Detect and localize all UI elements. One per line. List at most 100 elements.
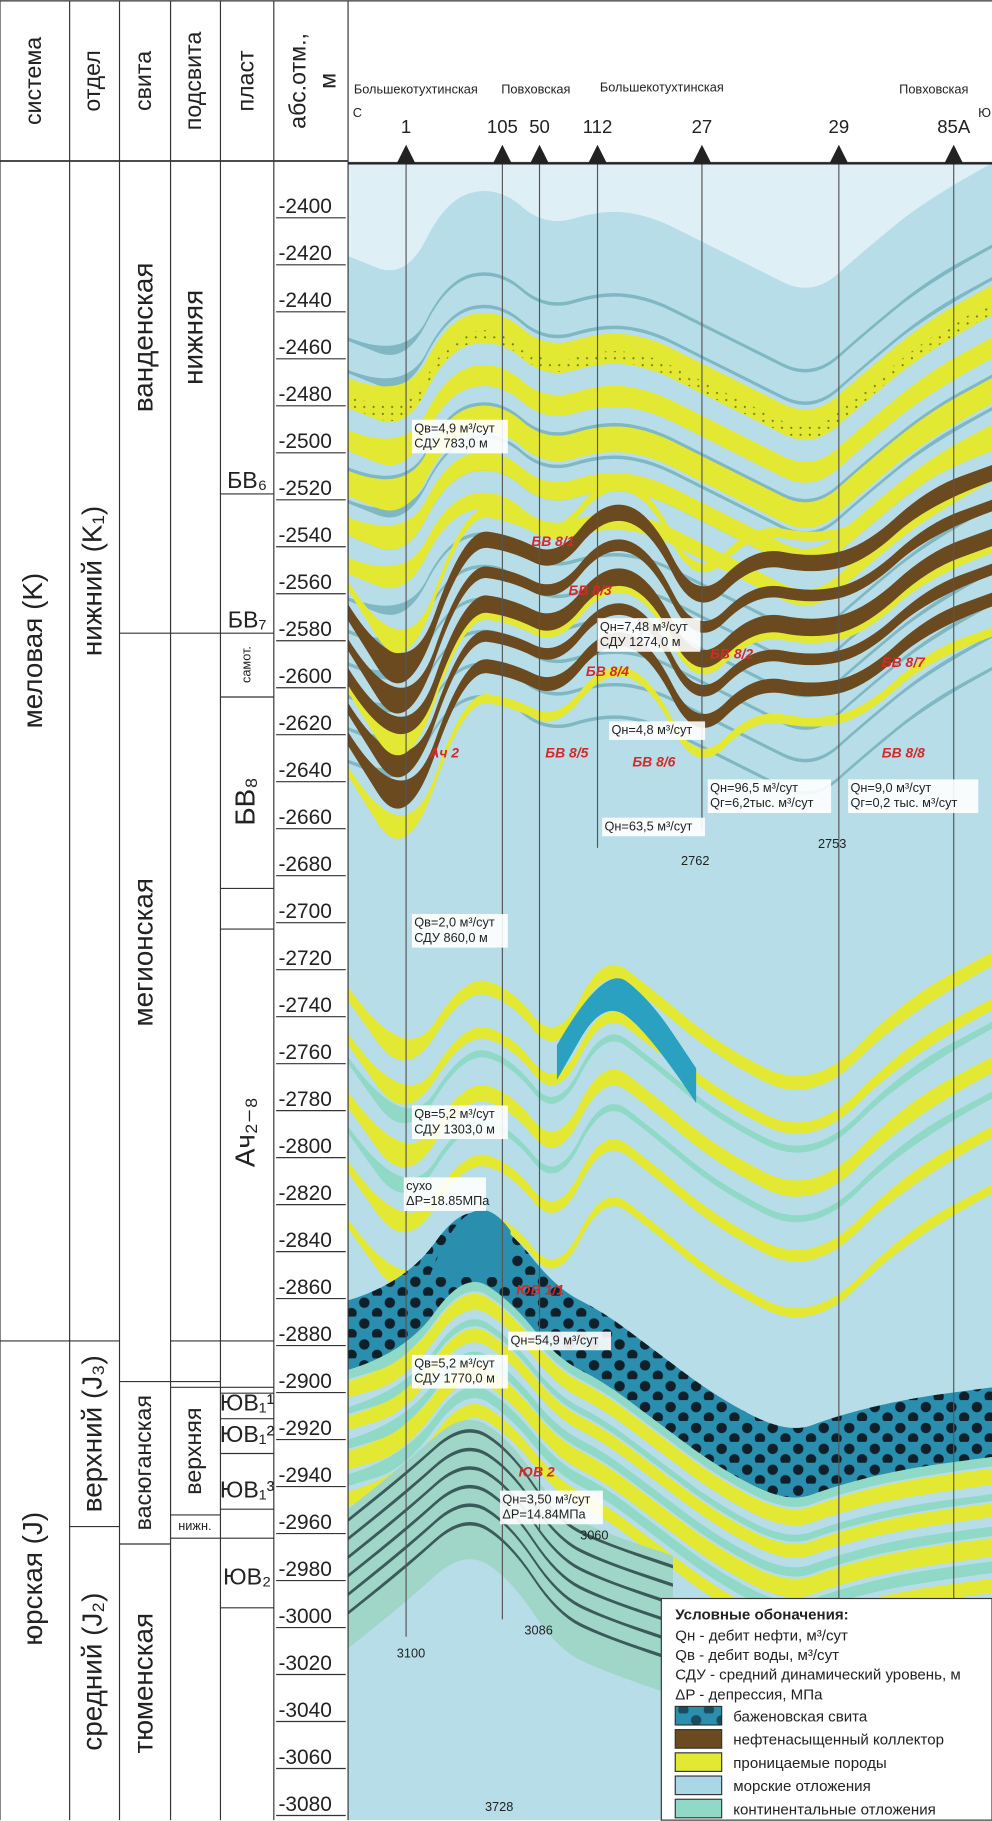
- legend-swatch: [674, 1752, 723, 1772]
- bedding-line: [348, 536, 992, 665]
- well-bottom: 2753: [818, 836, 846, 851]
- well-bottom: 3728: [485, 1799, 513, 1814]
- layer-name: ЮВ 1/1: [516, 1282, 564, 1298]
- permeable-band: [348, 546, 992, 756]
- tyumen-line: [348, 1503, 673, 1643]
- layer-label: ЮВ₁³: [220, 1477, 275, 1503]
- well-marker: [396, 144, 416, 164]
- depth-label: -2600: [278, 665, 331, 688]
- annotation: СДУ 783,0 м: [414, 436, 488, 451]
- strat-label: юрская (J): [17, 1512, 48, 1646]
- depth-label: -2640: [278, 759, 331, 782]
- field-name: Большекотухтинская: [354, 82, 478, 97]
- header-label: пласт: [232, 50, 258, 112]
- layer-name: Ач 2: [428, 744, 459, 760]
- annotation: Qн=96,5 м³/сут: [710, 780, 798, 795]
- well-bottom: 3060: [580, 1527, 608, 1542]
- annotation: ΔP=18.85МПа: [406, 1193, 490, 1208]
- bedding-line: [348, 374, 992, 503]
- oil-band: [348, 464, 992, 684]
- tyumen-line: [348, 1521, 673, 1662]
- well-bottom: 2762: [681, 853, 709, 868]
- annotation: Qн=63,5 м³/сут: [604, 818, 692, 833]
- bedding-line: [348, 601, 992, 730]
- annotation-box: [609, 721, 706, 740]
- permeable-band: [348, 377, 992, 528]
- depth-label: -2940: [278, 1464, 331, 1487]
- depth-label: -3020: [278, 1652, 331, 1675]
- annotation: Qв=2,0 м³/сут: [414, 915, 495, 930]
- annotation: Qн=54,9 м³/сут: [511, 1332, 599, 1347]
- legend-swatch: [674, 1798, 723, 1819]
- layer-label: ЮВ₂: [223, 1564, 271, 1590]
- oil-band: [348, 563, 992, 778]
- well-name: 29: [829, 116, 850, 137]
- depth-label: -2400: [278, 195, 331, 218]
- annotation: СДУ 1274,0 м: [600, 634, 681, 649]
- well-bottom: 3086: [524, 1622, 552, 1637]
- oil-band: [348, 499, 992, 714]
- well-name: 50: [529, 116, 550, 137]
- annotation: СДУ 1303,0 м: [414, 1121, 495, 1136]
- legend-swatch-dots: [675, 1706, 722, 1725]
- permeable-band: [348, 337, 992, 483]
- bedding-line: [348, 277, 992, 405]
- depth-label: -2740: [278, 994, 331, 1017]
- legend-label: проницаемые породы: [733, 1755, 887, 1772]
- annotation: Qв=4,9 м³/сут: [414, 420, 495, 435]
- layer-name: БВ 8/1: [531, 533, 574, 549]
- header-label: абс.отм.,: [284, 33, 310, 129]
- bedding-line: [348, 406, 992, 535]
- annotation-box: [848, 779, 979, 814]
- depth-label: -2980: [278, 1558, 331, 1581]
- legend-label: морские отложения: [733, 1778, 870, 1795]
- strat-label: верхний (J₃): [76, 1355, 107, 1512]
- depth-label: -2720: [278, 947, 331, 970]
- annotation: Qг=0,2 тыс. м³/сут: [850, 795, 957, 810]
- annotation: СДУ 860,0 м: [414, 930, 488, 945]
- header-label: свита: [130, 51, 156, 111]
- header-label: подсвита: [180, 32, 206, 131]
- depth-label: -2580: [278, 618, 331, 641]
- strat-label: мегионская: [127, 878, 158, 1026]
- bedding-line: [348, 634, 992, 763]
- depth-label: -2420: [278, 242, 331, 265]
- direction: С: [353, 105, 362, 120]
- field-name: Повховская: [899, 82, 968, 97]
- annotation: Qв=5,2 м³/сут: [414, 1106, 495, 1121]
- annotation: ΔP=14.84МПа: [502, 1506, 586, 1521]
- depth-label: -2780: [278, 1088, 331, 1111]
- depth-label: -2880: [278, 1323, 331, 1346]
- annotation-box: [411, 1105, 508, 1140]
- annotation: СДУ 1770,0 м: [414, 1371, 495, 1386]
- strat-label: тюменская: [127, 1613, 158, 1754]
- annotation-box: [500, 1490, 603, 1525]
- depth-label: -2440: [278, 289, 331, 312]
- direction: Ю: [978, 105, 991, 120]
- permeable-band: [348, 627, 992, 839]
- well-name: 112: [583, 116, 613, 137]
- field-name: Большекотухтинская: [600, 79, 724, 94]
- layer-name: ЮВ 2: [519, 1464, 555, 1480]
- tyumen-line: [348, 1447, 673, 1587]
- well-marker: [530, 144, 549, 164]
- header-label: система: [20, 37, 46, 125]
- well-marker: [493, 144, 512, 164]
- annotation-box: [403, 1177, 487, 1212]
- depth-label: -3060: [278, 1746, 331, 1769]
- legend-title: Условные обоначения:: [675, 1606, 848, 1623]
- legend-label: баженовская свита: [733, 1709, 868, 1726]
- depth-label: -2700: [278, 900, 331, 923]
- strat-label: нижний (K₁): [76, 506, 107, 656]
- strat-label: Ач₂₋₈: [229, 1097, 260, 1167]
- legend-note: СДУ - средний динамический уровень, м: [675, 1667, 960, 1684]
- well-name: 105: [487, 116, 518, 137]
- strat-label: средний (J₂): [76, 1593, 107, 1751]
- layer-name: БВ 8/4: [586, 663, 629, 679]
- depth-label: -2800: [278, 1135, 331, 1158]
- annotation: Qн=7,48 м³/сут: [600, 619, 688, 634]
- well-name: 1: [401, 116, 411, 137]
- depth-label: -2620: [278, 712, 331, 735]
